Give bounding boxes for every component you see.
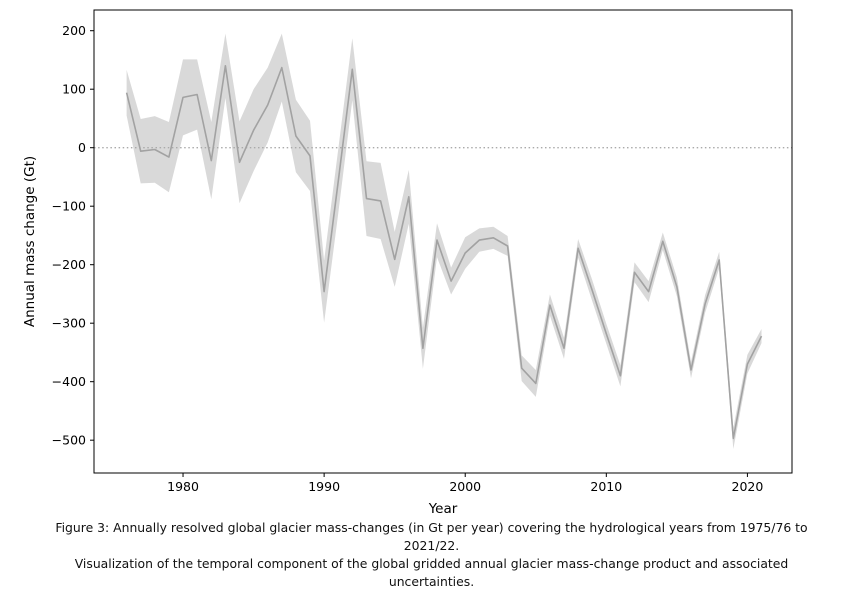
axis-ticks <box>90 30 748 477</box>
figure-caption: Figure 3: Annually resolved global glaci… <box>0 519 863 591</box>
mass-change-line <box>125 65 763 440</box>
x-tick-label: 2020 <box>732 479 764 494</box>
glacier-mass-change-chart: 1980 1990 2000 2010 2020 200 100 0 −100 −200 −300 −… <box>22 9 793 517</box>
y-tick-label: −200 <box>52 257 86 272</box>
y-tick-label: 0 <box>78 140 86 155</box>
caption-line-1: Figure 3: Annually resolved global glaci… <box>55 520 808 535</box>
caption-line-2: 2021/22. <box>403 538 460 553</box>
y-tick-label: −400 <box>52 374 86 389</box>
x-tick-label: 1980 <box>167 479 199 494</box>
caption-line-3: Visualization of the temporal component … <box>74 556 789 571</box>
x-axis-title: Year <box>428 501 458 517</box>
mass-change-polyline <box>125 65 763 440</box>
y-axis-title: Annual mass change (Gt) <box>22 156 38 327</box>
uncertainty-band <box>126 33 762 449</box>
y-tick-label: −100 <box>52 198 86 213</box>
y-tick-label: −300 <box>52 315 86 330</box>
plot-border <box>93 9 793 474</box>
axes-frame <box>93 9 793 474</box>
axis-titles: Year Annual mass change (Gt) <box>22 156 458 517</box>
x-tick-label: 2010 <box>590 479 622 494</box>
y-tick-label: 200 <box>62 23 86 38</box>
axis-tick-labels: 1980 1990 2000 2010 2020 200 100 0 −100 −200 −300 −… <box>52 23 764 494</box>
y-tick-label: 100 <box>62 82 86 97</box>
y-tick-label: −500 <box>52 432 86 447</box>
uncertainty-band-polygon <box>126 33 762 449</box>
x-tick-label: 2000 <box>449 479 481 494</box>
x-tick-label: 1990 <box>308 479 340 494</box>
caption-line-4: uncertainties. <box>388 574 475 589</box>
